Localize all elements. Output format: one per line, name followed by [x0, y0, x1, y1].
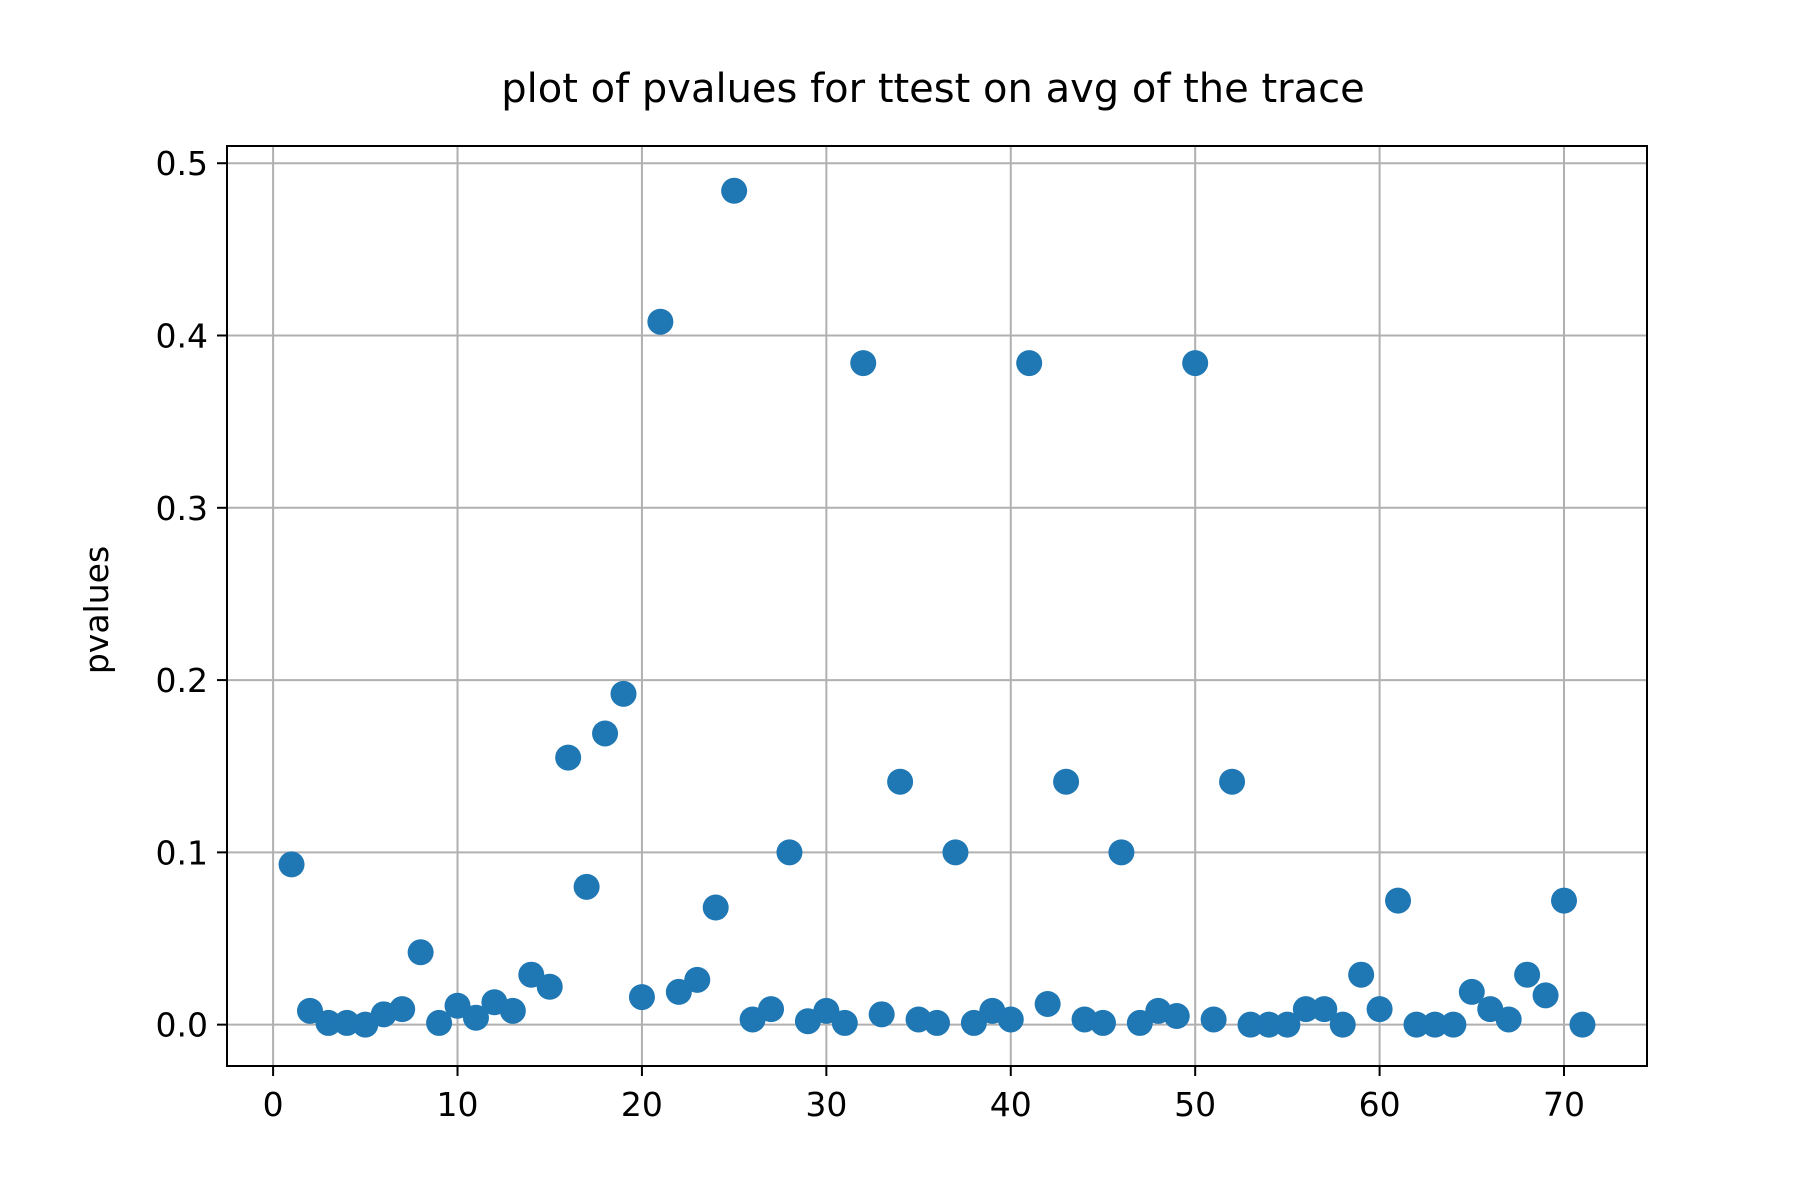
data-point	[1440, 1011, 1467, 1038]
data-point	[1329, 1011, 1356, 1038]
data-point	[1255, 1011, 1282, 1038]
data-point	[518, 961, 545, 988]
data-point	[1366, 996, 1393, 1023]
data-point	[1495, 1006, 1522, 1033]
data-point	[942, 839, 969, 866]
data-point	[1532, 982, 1559, 1009]
data-point	[1421, 1011, 1448, 1038]
x-axis-ticks: 0 10 20 30 40 50 60 70	[263, 1066, 1585, 1124]
data-point	[628, 984, 655, 1011]
data-point	[573, 873, 600, 900]
y-tick-label: 0.1	[156, 833, 208, 872]
data-point	[924, 1009, 950, 1036]
x-tick-label: 0	[263, 1085, 284, 1124]
data-point	[960, 1009, 987, 1036]
data-point	[1034, 990, 1061, 1017]
data-point	[1200, 1006, 1227, 1033]
data-point	[1403, 1011, 1430, 1038]
y-tick-label: 0.4	[156, 317, 208, 356]
x-tick-label: 30	[805, 1085, 847, 1124]
data-point	[610, 680, 637, 707]
data-point	[1311, 996, 1338, 1023]
y-axis-label: pvalues	[77, 546, 116, 674]
data-point	[1274, 1011, 1301, 1038]
data-point	[1219, 768, 1246, 795]
data-point	[813, 997, 840, 1024]
data-point	[758, 996, 785, 1023]
data-point	[1163, 1003, 1190, 1030]
data-point	[647, 308, 674, 335]
data-point	[868, 1001, 895, 1028]
x-tick-label: 60	[1359, 1085, 1401, 1124]
data-point	[1089, 1009, 1116, 1036]
data-point	[407, 939, 434, 966]
data-point	[536, 973, 563, 1000]
data-point	[278, 851, 305, 878]
data-point	[684, 966, 711, 993]
data-point	[665, 978, 692, 1005]
grid	[227, 146, 1647, 1066]
x-tick-label: 40	[990, 1085, 1032, 1124]
data-point	[1292, 996, 1319, 1023]
data-point	[315, 1009, 342, 1036]
data-point	[426, 1009, 453, 1036]
data-point	[776, 839, 803, 866]
data-point	[555, 744, 582, 771]
data-point	[1126, 1009, 1153, 1036]
data-point	[1237, 1011, 1264, 1038]
data-point	[1551, 887, 1578, 914]
data-point	[1385, 887, 1412, 914]
data-point	[1053, 768, 1080, 795]
data-point	[389, 996, 416, 1023]
data-point	[1348, 961, 1375, 988]
data-point	[1016, 350, 1043, 377]
data-point	[499, 997, 526, 1024]
y-tick-label: 0.0	[156, 1006, 208, 1045]
data-point	[462, 1004, 489, 1031]
x-tick-label: 50	[1174, 1085, 1216, 1124]
data-point	[721, 177, 748, 204]
data-point	[1514, 961, 1541, 988]
data-point	[1108, 839, 1135, 866]
y-tick-label: 0.3	[156, 489, 208, 528]
data-point	[1182, 350, 1209, 377]
data-point	[702, 894, 729, 921]
data-point	[592, 720, 619, 747]
data-point	[997, 1006, 1024, 1033]
x-tick-label: 70	[1543, 1085, 1585, 1124]
plot-frame	[226, 145, 1648, 1067]
data-point	[831, 1009, 858, 1036]
data-point	[1569, 1011, 1596, 1038]
data-point	[1458, 978, 1485, 1005]
y-axis-ticks: 0.0 0.1 0.2 0.3 0.4 0.5	[156, 144, 227, 1045]
data-point	[887, 768, 914, 795]
chart-title: plot of pvalues for ttest on avg of the …	[501, 66, 1364, 112]
data-points	[278, 177, 1596, 1038]
data-point	[296, 997, 323, 1024]
x-tick-label: 10	[437, 1085, 479, 1124]
x-tick-label: 20	[621, 1085, 663, 1124]
y-tick-label: 0.5	[156, 144, 208, 183]
y-tick-label: 0.2	[156, 661, 208, 700]
data-point	[444, 992, 471, 1019]
data-point	[850, 350, 877, 377]
